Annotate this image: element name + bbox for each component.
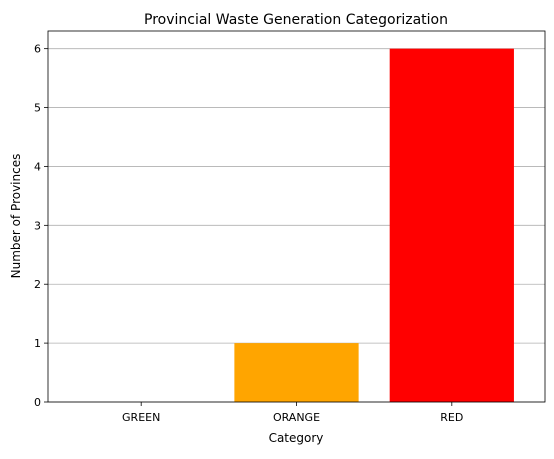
x-tick-label: RED — [440, 411, 463, 424]
x-axis-label: Category — [269, 431, 324, 445]
chart-title: Provincial Waste Generation Categorizati… — [144, 12, 448, 28]
bar-red — [389, 48, 514, 403]
x-tick-label: ORANGE — [273, 411, 320, 424]
y-tick-label: 1 — [34, 337, 41, 350]
y-tick-label: 5 — [34, 102, 41, 115]
bar-orange — [234, 343, 359, 402]
y-tick-label: 2 — [34, 278, 41, 291]
y-axis-ticks: 0 1 2 3 4 5 6 — [34, 43, 48, 409]
y-tick-label: 6 — [34, 43, 41, 56]
y-tick-label: 4 — [34, 160, 41, 173]
y-tick-label: 3 — [34, 219, 41, 232]
x-tick-label: GREEN — [122, 411, 160, 424]
bars — [234, 48, 514, 403]
x-axis-ticks: GREEN ORANGE RED — [122, 402, 463, 424]
y-axis-label: Number of Provinces — [9, 154, 23, 279]
y-tick-label: 0 — [34, 396, 41, 409]
